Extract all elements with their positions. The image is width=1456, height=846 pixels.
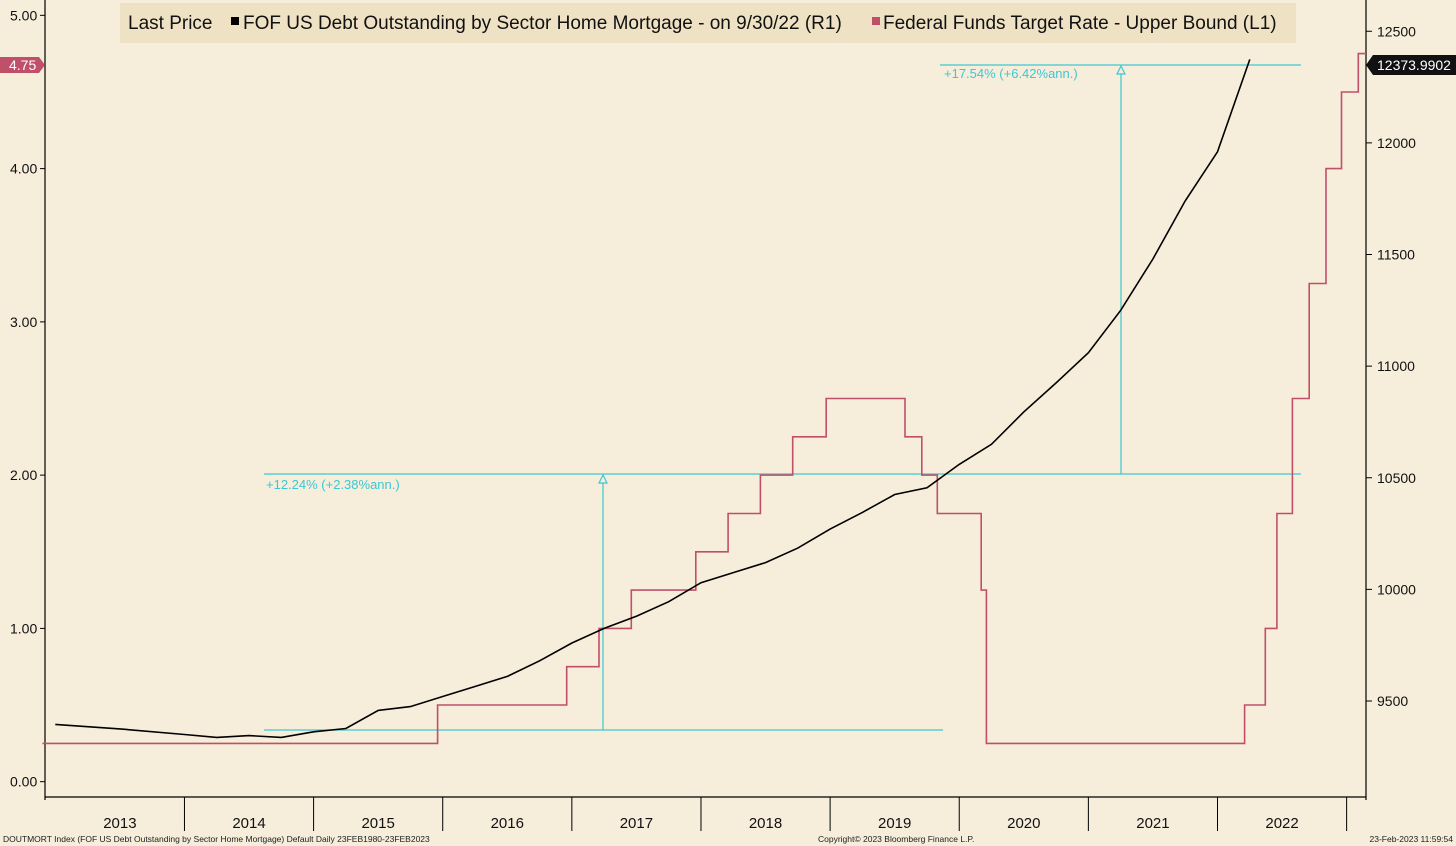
right-tick-label: 12000 (1377, 135, 1416, 151)
footer-timestamp: 23-Feb-2023 11:59:54 (1370, 834, 1454, 844)
right-tick-label: 11500 (1377, 247, 1415, 263)
legend-label-mortgage: FOF US Debt Outstanding by Sector Home M… (243, 13, 842, 34)
x-tick-label: 2017 (620, 815, 653, 832)
x-tick-label: 2015 (361, 815, 394, 832)
series-line-mortgage (55, 59, 1251, 739)
series-line-fedfunds (42, 52, 1366, 745)
legend-prefix: Last Price (128, 13, 212, 34)
footer-source: DOUTMORT Index (FOF US Debt Outstanding … (3, 834, 430, 844)
left-axis-ticks: 0.00 1.00 2.00 3.00 4.00 5.00 (10, 7, 45, 790)
left-tick-label: 2.00 (10, 467, 37, 483)
right-tick-label: 10500 (1377, 470, 1416, 486)
x-tick-label: 2021 (1136, 815, 1169, 832)
left-last-value: 4.75 (9, 57, 36, 73)
right-last-value-tag: 12373.9902 (1366, 55, 1456, 75)
right-tick-label: 9500 (1377, 693, 1408, 709)
x-axis: 2013 2014 2015 2016 2017 2018 2019 2020 2021 2022 (103, 797, 1348, 832)
x-tick-label: 2014 (232, 815, 265, 832)
annotation-1-arrowhead (598, 473, 608, 484)
x-tick-label: 2018 (749, 815, 782, 832)
right-tick-label: 11000 (1377, 358, 1415, 374)
annotations: +12.24% (+2.38%ann.) +17.54% (+6.42%ann.… (264, 64, 1301, 731)
x-tick-label: 2020 (1007, 815, 1040, 832)
x-tick-label: 2016 (491, 815, 524, 832)
footer-copyright: Copyright© 2023 Bloomberg Finance L.P. (818, 834, 974, 844)
legend-swatch-fedfunds (872, 17, 880, 25)
right-tick-label: 10000 (1377, 581, 1416, 597)
left-tick-label: 3.00 (10, 314, 37, 330)
right-axis-ticks: 9500 10000 10500 11000 11500 12000 12500 (1366, 23, 1416, 709)
annotation-2-arrowhead (1116, 64, 1126, 75)
x-tick-label: 2019 (878, 815, 911, 832)
left-tick-label: 4.00 (10, 161, 37, 177)
annotation-2-label: +17.54% (+6.42%ann.) (944, 66, 1078, 81)
legend-label-fedfunds: Federal Funds Target Rate - Upper Bound … (883, 13, 1277, 34)
legend-swatch-mortgage (231, 17, 239, 25)
right-tick-label: 12500 (1377, 23, 1416, 39)
x-tick-label: 2022 (1265, 815, 1298, 832)
left-tick-label: 5.00 (10, 7, 37, 23)
left-tick-label: 0.00 (10, 774, 37, 790)
annotation-1-label: +12.24% (+2.38%ann.) (266, 477, 400, 492)
right-last-value: 12373.9902 (1377, 57, 1451, 73)
left-tick-label: 1.00 (10, 620, 37, 636)
legend-box (120, 3, 1296, 43)
x-tick-label: 2013 (103, 815, 136, 832)
left-last-value-tag: 4.75 (0, 57, 45, 73)
